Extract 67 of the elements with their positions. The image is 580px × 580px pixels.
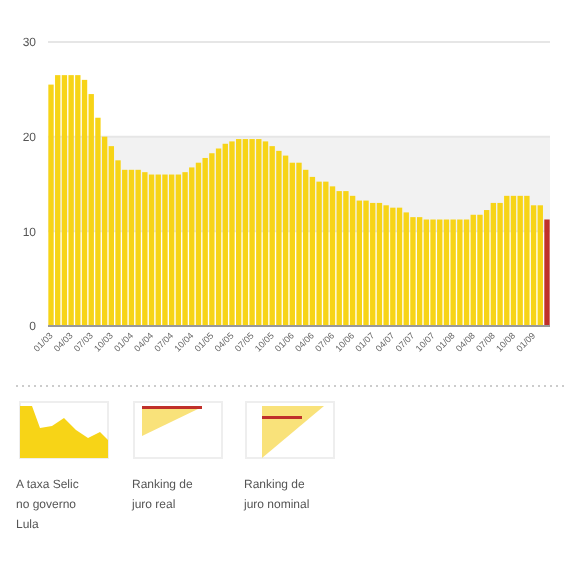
bar — [336, 191, 342, 326]
bar — [537, 205, 543, 326]
bar — [61, 75, 68, 326]
bar — [195, 162, 202, 326]
bar — [269, 146, 275, 326]
bar — [162, 174, 168, 326]
bar — [316, 181, 322, 326]
bar — [403, 212, 409, 326]
bar — [470, 214, 476, 326]
bar — [376, 202, 383, 326]
bar — [463, 219, 470, 326]
bar — [128, 169, 135, 326]
bar — [81, 79, 88, 326]
bar — [343, 191, 349, 326]
bar — [323, 181, 329, 326]
bar — [222, 143, 228, 326]
bar — [483, 210, 490, 326]
bar — [477, 214, 483, 326]
bar — [75, 75, 81, 326]
bar — [356, 200, 362, 326]
bar — [135, 169, 141, 326]
bar — [430, 219, 436, 326]
bar — [262, 141, 269, 326]
bar — [423, 219, 430, 326]
bar — [189, 167, 195, 326]
bar — [490, 202, 497, 326]
bar — [416, 217, 423, 326]
bar — [309, 176, 316, 326]
bar — [450, 219, 456, 326]
bar — [236, 139, 242, 326]
bar — [242, 139, 249, 326]
bar — [370, 202, 376, 326]
bar — [276, 150, 282, 326]
bar — [497, 202, 503, 326]
bar — [517, 195, 523, 326]
bar — [68, 75, 74, 326]
bar — [504, 195, 510, 326]
bar — [396, 207, 403, 326]
bar — [437, 219, 443, 326]
bar — [229, 141, 235, 326]
bar — [544, 219, 550, 326]
bar — [249, 139, 255, 326]
bar — [148, 174, 155, 326]
bar — [443, 219, 450, 326]
bar — [256, 139, 262, 326]
bar — [282, 155, 289, 326]
bar — [296, 162, 302, 326]
bar — [524, 195, 530, 326]
bar — [303, 169, 309, 326]
bar — [410, 217, 416, 326]
bar — [510, 195, 517, 326]
bar — [182, 172, 188, 326]
bar — [329, 186, 336, 326]
bar — [457, 219, 463, 326]
bar — [363, 200, 369, 326]
bar — [142, 172, 148, 326]
bar — [390, 207, 396, 326]
bar — [155, 174, 161, 326]
bar — [202, 157, 208, 326]
bar — [289, 162, 295, 326]
bar — [175, 174, 182, 326]
bar — [209, 153, 215, 326]
bar — [215, 148, 222, 326]
bar — [55, 75, 61, 326]
bar — [168, 174, 175, 326]
bar — [349, 195, 356, 326]
bar — [383, 205, 389, 326]
